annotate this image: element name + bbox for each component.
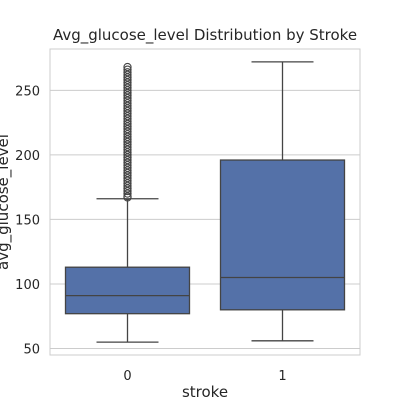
y-tick-label: 150 <box>15 213 40 228</box>
x-axis-label: stroke <box>182 383 228 400</box>
y-tick-label: 100 <box>15 278 40 293</box>
y-tick-label: 200 <box>15 149 40 164</box>
outlier-point <box>123 65 132 74</box>
y-axis-label: avg_glucose_level <box>0 134 13 270</box>
iqr-box <box>64 266 191 315</box>
outlier-point <box>123 68 132 77</box>
chart-title: Avg_glucose_level Distribution by Stroke <box>53 26 357 45</box>
tick-labels: 50 100 150 200 250 0 1 <box>15 84 286 384</box>
box-plots <box>64 61 346 343</box>
x-tick-label: 1 <box>278 369 286 384</box>
y-tick-label: 50 <box>23 343 40 358</box>
outlier-point <box>123 62 132 72</box>
plot-frame <box>49 48 361 356</box>
box-0 <box>64 62 191 343</box>
x-tick-label: 0 <box>123 369 131 384</box>
y-tick-label: 250 <box>15 84 40 99</box>
box-1 <box>219 61 346 342</box>
iqr-box <box>219 159 346 311</box>
